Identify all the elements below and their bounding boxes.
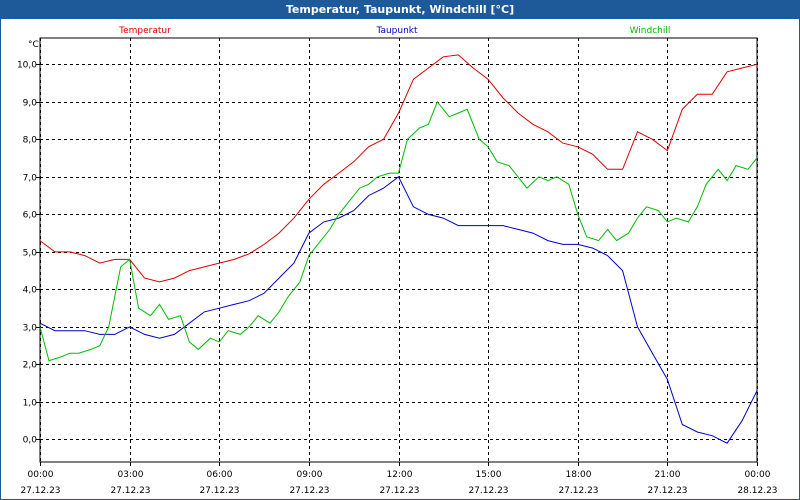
- x-tick-date-label: 27.12.23: [110, 486, 150, 496]
- y-tick-label: 6,0: [23, 211, 38, 221]
- y-tick-label: 3,0: [23, 324, 38, 334]
- x-tick-time-label: 06:00: [207, 470, 233, 480]
- x-tick-time-label: 21:00: [655, 470, 681, 480]
- x-tick-date-label: 28.12.23: [737, 486, 777, 496]
- x-tick-time-label: 18:00: [566, 470, 592, 480]
- x-tick-time-label: 15:00: [476, 470, 502, 480]
- x-tick-time-label: 09:00: [297, 470, 323, 480]
- y-tick-label: 7,0: [23, 174, 38, 184]
- x-tick-date-label: 27.12.23: [468, 486, 508, 496]
- y-tick-label: 2,0: [23, 361, 38, 371]
- y-tick-label: 9,0: [23, 99, 38, 109]
- x-tick-date-label: 27.12.23: [289, 486, 329, 496]
- y-tick-label: 1,0: [23, 399, 38, 409]
- series-windchill-line: [39, 100, 758, 362]
- x-tick-time-label: 00:00: [28, 470, 54, 480]
- x-tick-date-label: 27.12.23: [558, 486, 598, 496]
- y-tick-label: 5,0: [23, 249, 38, 259]
- x-tick-date-label: 27.12.23: [379, 486, 419, 496]
- x-tick-time-label: 03:00: [118, 470, 144, 480]
- plot-area-frame: [39, 37, 758, 463]
- y-tick-label: 8,0: [23, 136, 38, 146]
- chart-title: Temperatur, Taupunkt, Windchill [°C]: [1, 1, 799, 19]
- series-temperatur-line: [39, 54, 758, 283]
- y-tick-label: 4,0: [23, 286, 38, 296]
- x-tick-date-label: 27.12.23: [199, 486, 239, 496]
- x-tick-time-label: 00:00: [745, 470, 771, 480]
- x-tick-date-label: 27.12.23: [20, 486, 60, 496]
- legend-windchill: Windchill: [630, 26, 671, 36]
- x-tick-time-label: 12:00: [387, 470, 413, 480]
- x-tick-date-label: 27.12.23: [647, 486, 687, 496]
- series-taupunkt-line: [39, 176, 758, 444]
- y-axis-unit-label: °C: [28, 40, 39, 50]
- legend-temperatur: Temperatur: [118, 26, 171, 36]
- y-tick-label: 10,0: [17, 61, 37, 71]
- legend-taupunkt: Taupunkt: [375, 26, 418, 36]
- y-tick-label: 0,0: [23, 436, 38, 446]
